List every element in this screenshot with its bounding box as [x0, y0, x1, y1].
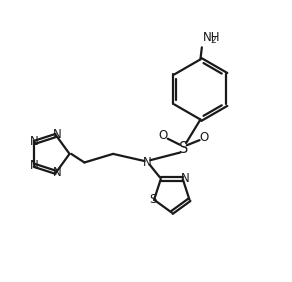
Text: N: N [181, 172, 190, 185]
Text: S: S [178, 141, 188, 156]
Text: O: O [158, 129, 167, 142]
Text: N: N [30, 159, 39, 172]
Text: 2: 2 [211, 36, 216, 45]
Text: S: S [149, 193, 156, 206]
Text: NH: NH [203, 32, 220, 45]
Text: N: N [143, 156, 152, 169]
Text: N: N [53, 166, 62, 179]
Text: N: N [30, 135, 39, 148]
Text: N: N [53, 128, 62, 141]
Text: O: O [199, 131, 208, 144]
